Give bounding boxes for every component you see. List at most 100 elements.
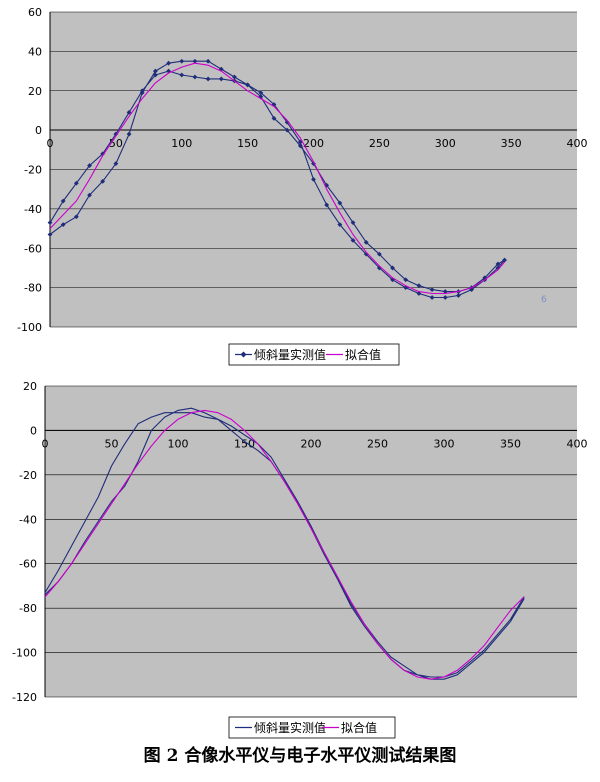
chart-top-measured-point — [390, 265, 395, 271]
chart-bottom-y-tick-label: 0 — [30, 424, 37, 437]
chart-top-measured-point — [47, 232, 53, 237]
chart-top-measured-point — [47, 220, 53, 226]
chart-top-measured-point — [284, 119, 290, 125]
chart-top-y-tick-label: -100 — [17, 321, 42, 334]
chart-bottom-x-tick-label: 50 — [105, 437, 119, 450]
chart-top-measured-point — [324, 202, 330, 208]
chart-bottom-x-tick-label: 350 — [500, 437, 521, 450]
chart-top-measured-point — [311, 176, 316, 182]
legend-top-measured-label: 倾斜量实测值 — [254, 347, 326, 362]
chart-top-measured-point — [87, 163, 92, 168]
legend-bottom-measured-label: 倾斜量实测值 — [254, 720, 326, 735]
chart-top-measured-point — [284, 127, 290, 133]
chart-top-legend: 倾斜量实测值 拟合值 — [228, 343, 400, 366]
chart-bottom-y-tick-label: -60 — [19, 558, 37, 571]
chart-top-measured-point — [166, 60, 171, 66]
chart-top-x-tick-label: 100 — [171, 137, 192, 150]
chart-top-measured-point — [442, 289, 448, 294]
chart-top-measured-point — [311, 161, 316, 166]
chart-bottom-fit-line — [44, 409, 525, 680]
chart-top-measured-point — [166, 68, 171, 74]
legend-bottom-fit-label: 拟合值 — [341, 720, 377, 735]
chart-bottom-x-tick-label: 250 — [367, 437, 388, 450]
chart-top-series — [47, 58, 507, 300]
chart-top-measured-point — [205, 76, 211, 82]
chart-top-x-tick-label: 400 — [567, 137, 588, 150]
figure-caption: 图 2 合像水平仪与电子水平仪测试结果图 — [143, 746, 457, 766]
chart-bottom-x-tick-label: 100 — [168, 437, 189, 450]
chart-bottom-y-tick-label: 20 — [23, 380, 37, 393]
chart-top-measured-point — [73, 180, 79, 186]
chart-top-measured-point — [363, 239, 369, 245]
chart-bottom-y-tick-label: -80 — [19, 602, 37, 615]
chart-bottom-y-tick-label: -20 — [19, 469, 37, 482]
chart-top-measured-point — [232, 74, 237, 80]
chart-top-measured-point — [502, 257, 507, 263]
chart-bottom-x-tick-label: 300 — [434, 437, 455, 450]
chart-top-y-tick-label: -60 — [24, 242, 42, 255]
chart-top-measured-point — [376, 265, 382, 271]
chart-bottom-plot-area — [45, 386, 577, 697]
legend-top-fit-label: 拟合值 — [345, 347, 381, 362]
chart-top-measured-point — [416, 283, 422, 289]
chart-top-y-tick-label: -20 — [24, 164, 42, 177]
legend-top-measured-marker — [240, 351, 247, 358]
chart-top-measured-point — [218, 76, 224, 82]
chart-top-stray-label: 6 — [541, 295, 547, 305]
chart-bottom-gridlines — [45, 385, 577, 698]
chart-bottom-y-tick-label: -100 — [12, 647, 37, 660]
chart-top-measured-point — [192, 74, 198, 80]
chart-top-x-tick-label: 200 — [303, 137, 324, 150]
chart-top-measured-point — [429, 295, 435, 300]
chart-top-measured-point — [429, 287, 435, 292]
chart-top-measured-point — [350, 220, 356, 226]
chart-top-measured-point — [258, 90, 264, 96]
chart-top-measured-point — [153, 72, 158, 78]
chart-top-measured-point — [495, 261, 501, 267]
chart-bottom-y-tick-label: -120 — [12, 691, 37, 704]
chart-top-measured-point — [403, 277, 409, 283]
chart-top-measured-point — [139, 88, 145, 94]
chart-top-measured-point — [442, 295, 448, 300]
chart-top-x-tick-label: 350 — [501, 137, 522, 150]
chart-top-measured-point — [100, 178, 106, 184]
chart-top-measured-point — [376, 251, 382, 257]
chart-bottom-x-tick-label: 200 — [301, 437, 322, 450]
chart-top-fit-line — [49, 62, 505, 295]
chart-top-measured-point — [205, 58, 211, 64]
chart-top-measured-point — [100, 151, 106, 157]
chart-bottom-x-tick-label: 400 — [567, 437, 588, 450]
chart-top-measured-point — [297, 143, 303, 149]
chart-top-measured-point — [337, 200, 343, 206]
chart-top-y-tick-label: -40 — [24, 203, 42, 216]
chart-top-y-tick-label: 40 — [28, 45, 42, 58]
chart-top-measured-point — [271, 115, 277, 121]
chart-top-y-tick-label: 20 — [28, 85, 42, 98]
chart-bottom-x-tick-label: 150 — [234, 437, 255, 450]
chart-bottom-y-tick-label: -40 — [19, 513, 37, 526]
chart-top-measured-point — [113, 161, 119, 166]
chart-top-x-tick-label: 150 — [237, 137, 258, 150]
chart-top-measured-point — [245, 82, 251, 88]
chart-top-measured-point — [126, 110, 132, 115]
chart-top-measured-point — [73, 214, 79, 220]
chart-top-measured-point — [179, 72, 185, 78]
chart-top-y-tick-label: 0 — [35, 124, 42, 137]
chart-top-measured-point — [153, 68, 158, 74]
chart-bottom-legend: 倾斜量实测值 拟合值 — [228, 716, 396, 739]
chart-top-x-tick-label: 250 — [369, 137, 390, 150]
chart-bottom-measured-line — [44, 407, 525, 680]
chart-bottom-series — [44, 407, 525, 680]
chart-top-x-tick-label: 0 — [47, 137, 54, 150]
chart-bottom-x-tick-label: 0 — [42, 437, 49, 450]
chart-top-x-tick-label: 300 — [435, 137, 456, 150]
chart-top-measured-point — [126, 131, 132, 137]
chart-top-y-tick-label: -80 — [24, 282, 42, 295]
chart-top-measured-point — [337, 222, 343, 228]
chart-top-measured-point — [87, 192, 92, 198]
